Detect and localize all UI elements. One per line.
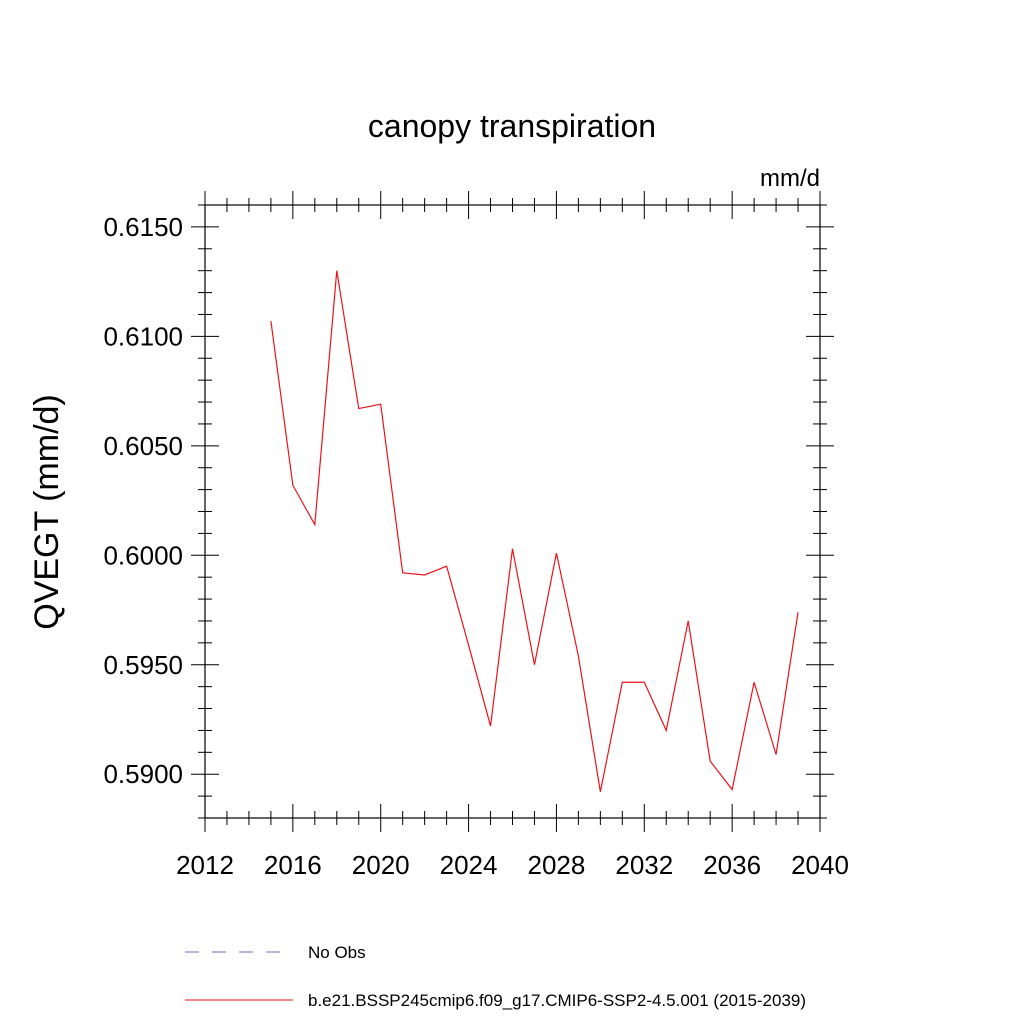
legend-label: b.e21.BSSP245cmip6.f09_g17.CMIP6-SSP2-4.…	[308, 991, 806, 1010]
x-tick-label: 2024	[440, 850, 498, 880]
x-tick-label: 2016	[264, 850, 322, 880]
plot-frame	[204, 204, 821, 819]
y-tick-label: 0.6150	[103, 212, 183, 242]
x-tick-label: 2028	[528, 850, 586, 880]
y-tick-label: 0.6050	[103, 431, 183, 461]
axis-ticks	[191, 191, 834, 832]
y-tick-label: 0.6100	[103, 321, 183, 351]
x-tick-label: 2020	[352, 850, 410, 880]
legend-label: No Obs	[308, 943, 366, 962]
x-tick-label: 2032	[615, 850, 673, 880]
y-tick-label: 0.5900	[103, 759, 183, 789]
chart-title: canopy transpiration	[368, 108, 656, 144]
units-label: mm/d	[760, 165, 820, 192]
x-tick-label: 2040	[791, 850, 849, 880]
series-layer	[270, 270, 799, 792]
axis-tick-labels: 2012 2016 2020 2024 2028 2032 2036 2040 0.5900 0.…	[103, 212, 848, 880]
y-tick-label: 0.6000	[103, 540, 183, 570]
legend: No Obs b.e21.BSSP245cmip6.f09_g17.CMIP6-S…	[185, 943, 806, 1010]
series-line	[270, 270, 799, 792]
x-tick-label: 2036	[703, 850, 761, 880]
x-tick-label: 2012	[176, 850, 234, 880]
y-axis-label: QVEGT (mm/d)	[28, 394, 66, 630]
y-tick-label: 0.5950	[103, 650, 183, 680]
